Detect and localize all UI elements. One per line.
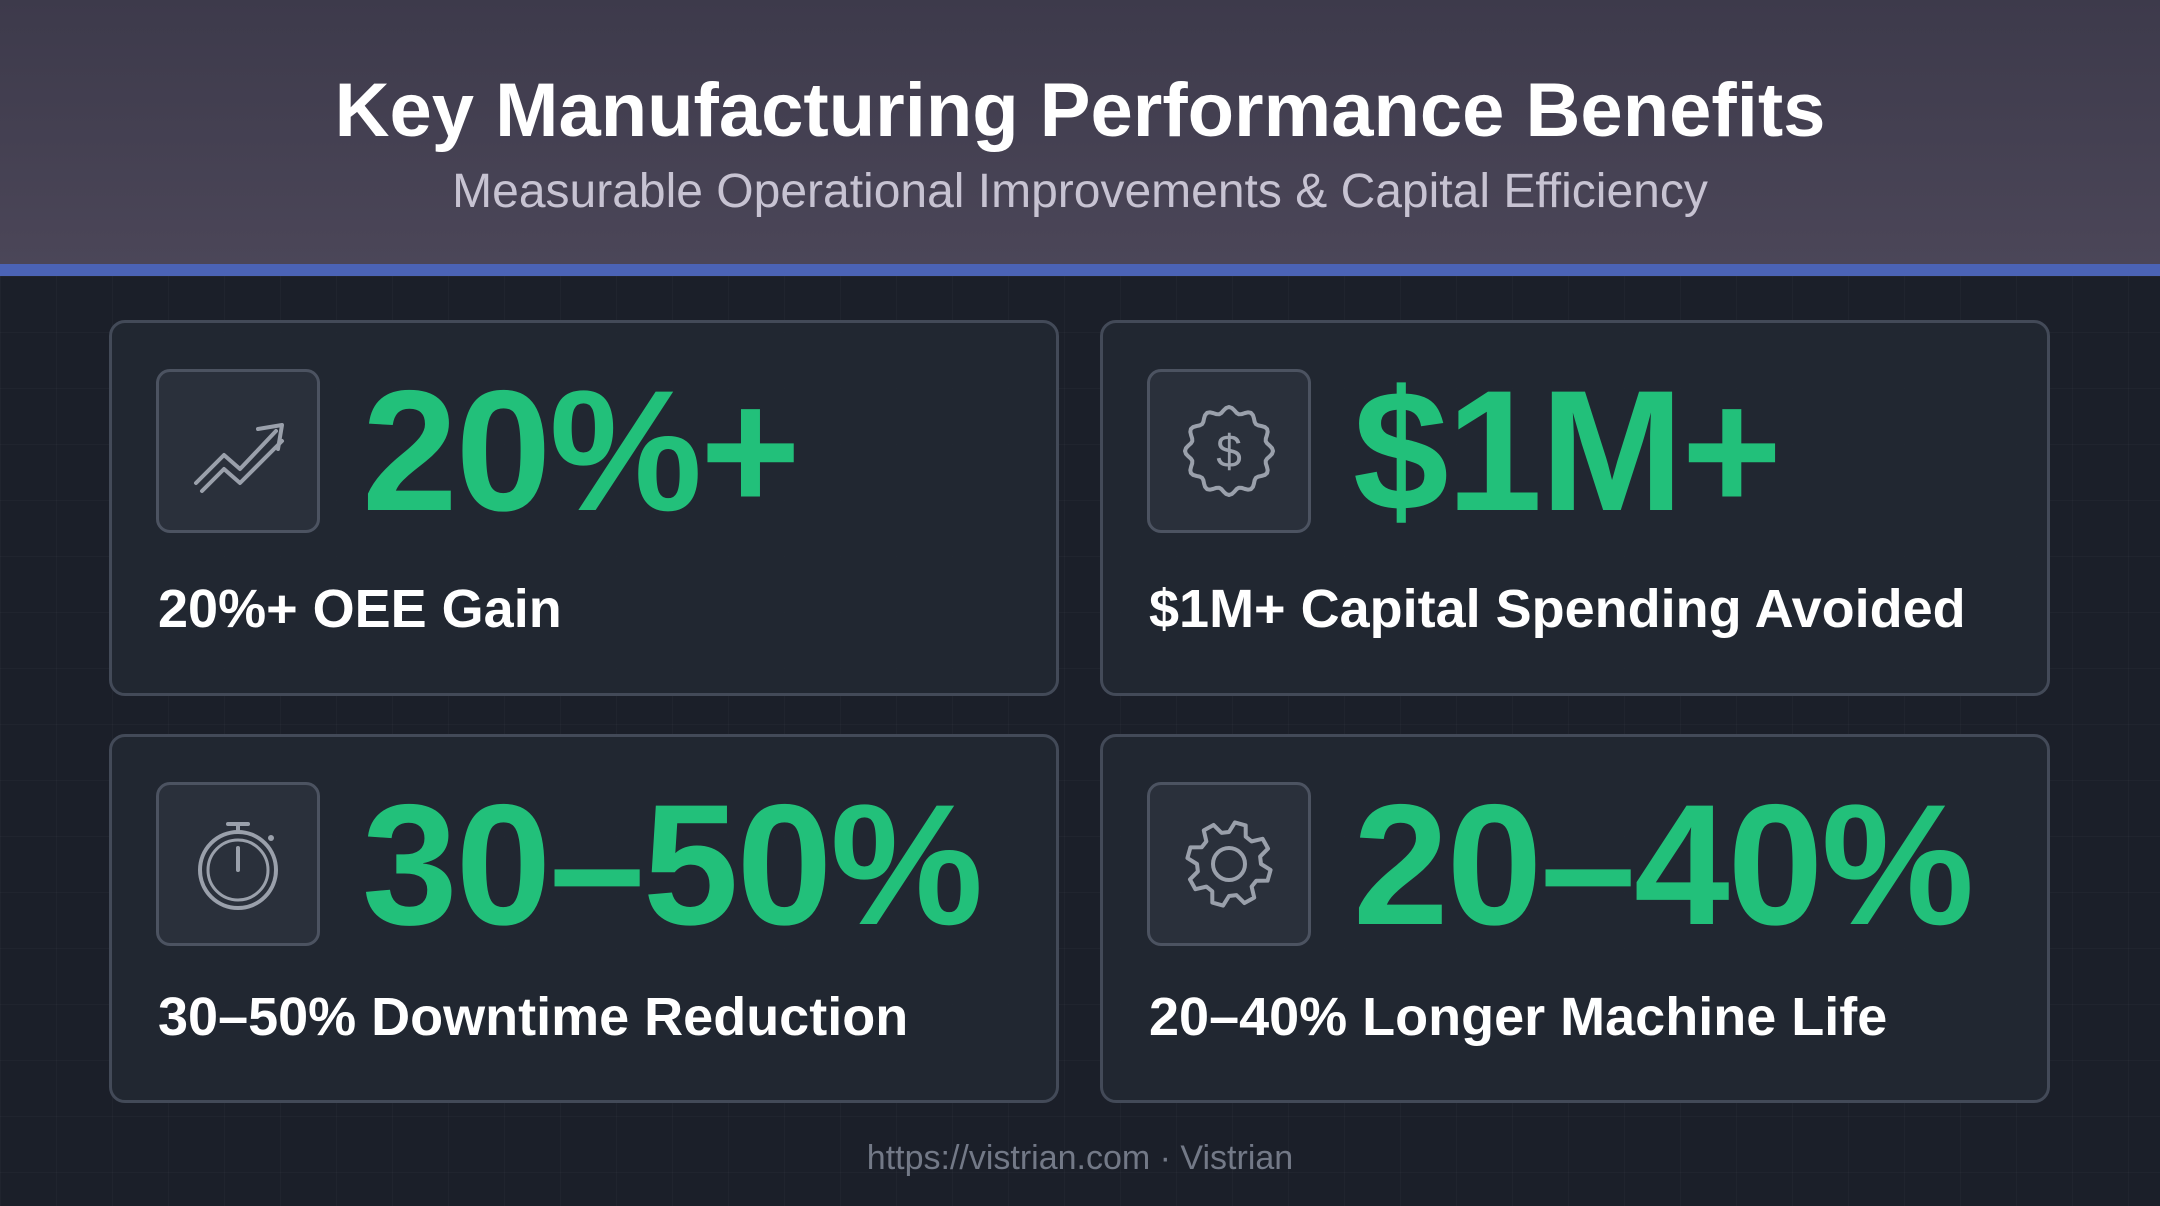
metric-label: 20–40% Longer Machine Life (1149, 987, 1888, 1047)
footer-source: https://vistrian.com · Vistrian (866, 1139, 1294, 1177)
metric-label: 30–50% Downtime Reduction (158, 987, 909, 1047)
metric-label: 20%+ OEE Gain (158, 579, 562, 639)
header-divider (0, 264, 2160, 276)
svg-text:$: $ (1216, 425, 1242, 477)
metric-value: $1M+ (1353, 355, 1782, 547)
metric-card-oee: 20%+ 20%+ OEE Gain (109, 320, 1059, 696)
metric-card-capital: $ $1M+ $1M+ Capital Spending Avoided (1100, 320, 2050, 696)
metric-value: 30–50% (362, 769, 983, 961)
page-title: Key Manufacturing Performance Benefits (334, 68, 1826, 153)
metric-card-machine-life: 20–40% 20–40% Longer Machine Life (1100, 734, 2050, 1103)
page-subtitle: Measurable Operational Improvements & Ca… (452, 165, 1708, 218)
metric-label: $1M+ Capital Spending Avoided (1149, 579, 1966, 639)
metric-value: 20%+ (362, 355, 801, 547)
dollar-badge-icon: $ (1147, 369, 1311, 533)
metric-value: 20–40% (1353, 769, 1974, 961)
gear-icon (1147, 782, 1311, 946)
header-band: Key Manufacturing Performance Benefits M… (0, 0, 2160, 264)
metric-card-downtime: 30–50% 30–50% Downtime Reduction (109, 734, 1059, 1103)
trending-up-icon (156, 369, 320, 533)
stopwatch-icon (156, 782, 320, 946)
